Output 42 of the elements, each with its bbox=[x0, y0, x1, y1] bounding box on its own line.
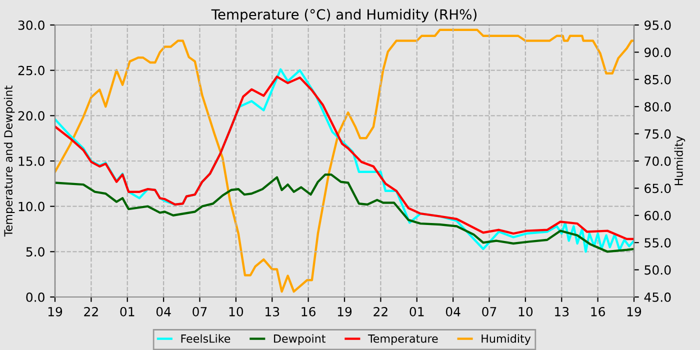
y2-tick-label: 85.0 bbox=[644, 74, 671, 84]
x-tick-label: 07 bbox=[482, 306, 496, 316]
x-tick-label: 19 bbox=[338, 306, 352, 316]
y2-tick-label: 95.0 bbox=[644, 20, 671, 30]
y2-tick-label: 70.0 bbox=[644, 156, 671, 166]
y2-tick-label: 65.0 bbox=[644, 184, 671, 194]
y2-tick-label: 75.0 bbox=[644, 129, 671, 139]
legend-label: FeelsLike bbox=[181, 334, 230, 343]
y-tick-label: 20.0 bbox=[18, 111, 44, 121]
y2-tick-label: 50.0 bbox=[644, 265, 671, 275]
x-tick-label: 07 bbox=[192, 306, 207, 316]
y-axis-title: Temperature and Dewpoint bbox=[4, 86, 15, 237]
x-tick-label: 01 bbox=[410, 306, 424, 316]
y-tick-label: 0.0 bbox=[26, 292, 44, 302]
y-tick-label: 10.0 bbox=[18, 202, 44, 212]
y2-axis-title: Humidity bbox=[674, 136, 686, 186]
x-tick-label: 01 bbox=[120, 306, 134, 316]
x-tick-label: 10 bbox=[229, 306, 244, 316]
x-tick-label: 16 bbox=[591, 306, 605, 316]
y2-tick-label: 60.0 bbox=[644, 210, 671, 220]
chart-title: Temperature (°C) and Humidity (RH%) bbox=[211, 8, 476, 22]
x-tick-label: 04 bbox=[156, 306, 171, 316]
y-tick-label: 5.0 bbox=[26, 247, 44, 257]
legend-label: Temperature bbox=[368, 334, 438, 345]
y2-tick-label: 45.0 bbox=[644, 292, 671, 302]
x-tick-label: 04 bbox=[446, 306, 460, 316]
y2-tick-label: 55.0 bbox=[644, 238, 671, 248]
x-tick-label: 13 bbox=[555, 306, 569, 316]
x-tick-label: 10 bbox=[518, 306, 533, 316]
x-tick-label: 13 bbox=[266, 306, 280, 316]
x-tick-label: 16 bbox=[302, 306, 316, 316]
legend-label: Humidity bbox=[482, 334, 531, 345]
y-tick-label: 30.0 bbox=[18, 20, 44, 30]
legend-label: Dewpoint bbox=[274, 334, 326, 345]
x-tick-label: 19 bbox=[627, 306, 642, 316]
y2-tick-label: 90.0 bbox=[644, 48, 671, 58]
y-tick-label: 25.0 bbox=[18, 66, 44, 76]
y2-tick-label: 80.0 bbox=[644, 102, 671, 112]
x-tick-label: 22 bbox=[84, 306, 98, 316]
x-tick-label: 19 bbox=[48, 306, 62, 316]
x-tick-label: 22 bbox=[374, 306, 388, 316]
y-tick-label: 15.0 bbox=[18, 156, 44, 166]
